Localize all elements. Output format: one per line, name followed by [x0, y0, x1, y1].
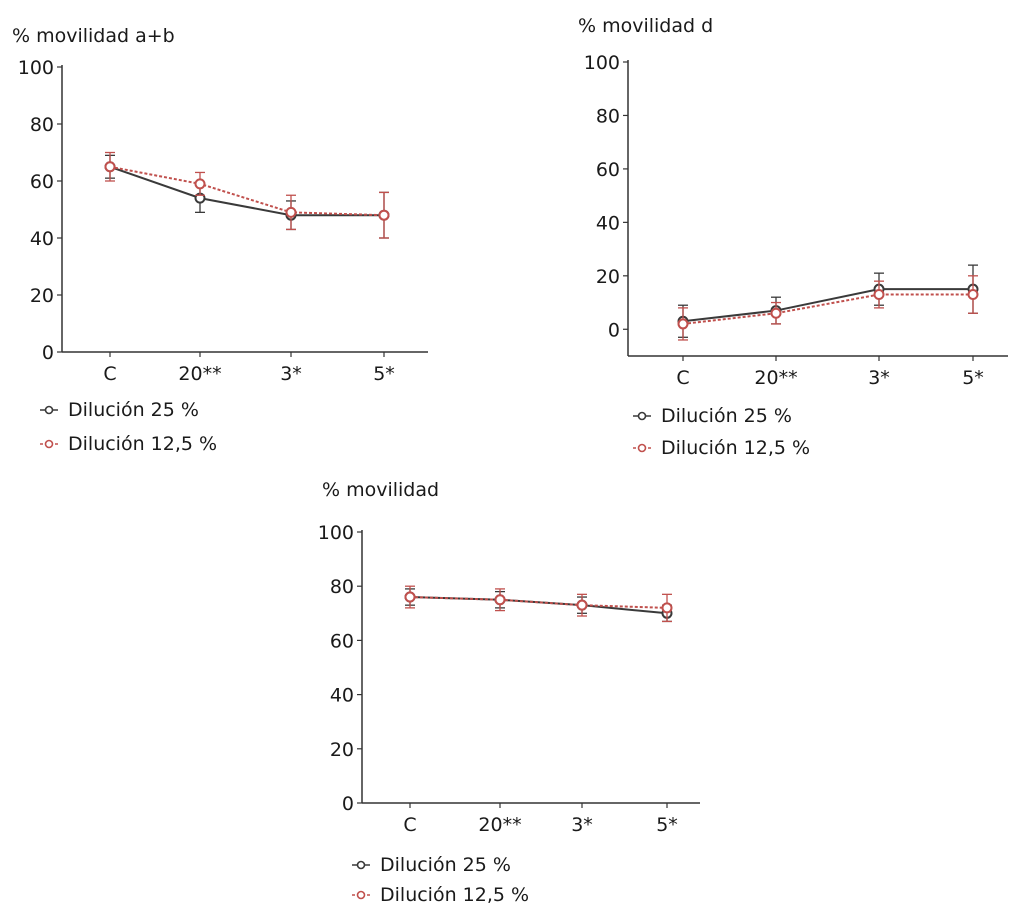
legend-entry: Dilución 12,5 %: [40, 433, 217, 455]
legend-label: Dilución 12,5 %: [380, 884, 529, 906]
y-tick-label: 100: [584, 52, 620, 74]
y-tick-label: 0: [42, 342, 54, 364]
data-point: [378, 209, 390, 221]
legend-label: Dilución 25 %: [661, 405, 792, 427]
series-line: [409, 596, 668, 609]
y-tick-label: 40: [596, 212, 620, 234]
plot-group: % movilidad a+b 0 20 40 60 80 100 C 20** 3* 5* Dilu…: [12, 25, 428, 455]
data-point: [194, 178, 206, 190]
x-tick-label: 3*: [571, 814, 593, 836]
series-line: [109, 165, 385, 217]
legend-entry: Dilución 12,5 %: [633, 437, 810, 459]
y-tick-label: 60: [596, 159, 620, 181]
chart-svg: % movilidad 0 20 40 60 80 100 C 20** 3* 5* Dilución…: [318, 479, 700, 906]
data-point: [873, 289, 885, 301]
legend-marker: [356, 890, 366, 900]
data-point: [661, 602, 673, 614]
data-point: [677, 318, 689, 330]
legend-label: Dilución 25 %: [380, 854, 511, 876]
x-tick-label: 3*: [868, 367, 890, 389]
y-tick-label: 40: [330, 685, 354, 707]
y-tick-label: 40: [30, 228, 54, 250]
y-tick-label: 20: [596, 266, 620, 288]
data-point: [770, 307, 782, 319]
y-tick-label: 20: [30, 285, 54, 307]
data-point: [967, 289, 979, 301]
legend-entry: Dilución 25 %: [633, 405, 792, 427]
y-tick-label: 0: [608, 319, 620, 341]
chart-movilidad-d: % movilidad d 0 20 40 60 80 100 C 20** 3* 5* Diluci…: [560, 0, 1012, 479]
data-point: [285, 206, 297, 218]
legend-marker: [44, 405, 54, 415]
series-line: [682, 288, 973, 323]
chart-svg: % movilidad a+b 0 20 40 60 80 100 C 20** 3* 5* Dilu…: [12, 25, 428, 455]
series-line: [409, 596, 668, 615]
legend-marker: [356, 860, 366, 870]
y-tick-label: 100: [318, 522, 354, 544]
x-tick-label: 20**: [754, 367, 797, 389]
x-tick-label: 20**: [478, 814, 521, 836]
data-point: [104, 161, 116, 173]
x-tick-label: 5*: [656, 814, 678, 836]
data-point: [576, 599, 588, 611]
legend-entry: Dilución 12,5 %: [352, 884, 529, 906]
data-point: [404, 591, 416, 603]
chart-movilidad-ab: % movilidad a+b 0 20 40 60 80 100 C 20** 3* 5* Dilu…: [0, 0, 440, 474]
plot-group: % movilidad d 0 20 40 60 80 100 C 20** 3* 5* Diluci…: [578, 15, 1008, 459]
legend-label: Dilución 12,5 %: [68, 433, 217, 455]
legend-marker: [637, 443, 647, 453]
x-tick-label: 5*: [962, 367, 984, 389]
x-tick-label: C: [676, 367, 689, 389]
legend-label: Dilución 12,5 %: [661, 437, 810, 459]
y-tick-label: 80: [596, 105, 620, 127]
chart-svg: % movilidad d 0 20 40 60 80 100 C 20** 3* 5* Diluci…: [578, 15, 1008, 459]
y-axis-title: % movilidad: [322, 479, 439, 501]
series-line: [109, 165, 384, 217]
y-tick-label: 20: [330, 739, 354, 761]
y-tick-label: 0: [342, 793, 354, 815]
y-tick-label: 60: [30, 171, 54, 193]
y-tick-label: 60: [330, 630, 354, 652]
data-point: [494, 594, 506, 606]
legend-label: Dilución 25 %: [68, 399, 199, 421]
plot-group: % movilidad 0 20 40 60 80 100 C 20** 3* 5* Dilución…: [318, 479, 700, 906]
legend-entry: Dilución 25 %: [352, 854, 511, 876]
x-tick-label: 20**: [178, 363, 221, 385]
x-tick-label: 5*: [373, 363, 395, 385]
x-tick-label: C: [403, 814, 416, 836]
legend-marker: [637, 411, 647, 421]
y-axis-title: % movilidad d: [578, 15, 713, 37]
legend-entry: Dilución 25 %: [40, 399, 199, 421]
x-tick-label: 3*: [280, 363, 302, 385]
x-tick-label: C: [103, 363, 116, 385]
y-axis-title: % movilidad a+b: [12, 25, 175, 47]
legend-marker: [44, 439, 54, 449]
y-tick-label: 80: [330, 576, 354, 598]
y-tick-label: 80: [30, 114, 54, 136]
series-line: [682, 293, 973, 325]
y-tick-label: 100: [18, 57, 54, 79]
chart-movilidad: % movilidad 0 20 40 60 80 100 C 20** 3* 5* Dilución…: [300, 470, 720, 918]
